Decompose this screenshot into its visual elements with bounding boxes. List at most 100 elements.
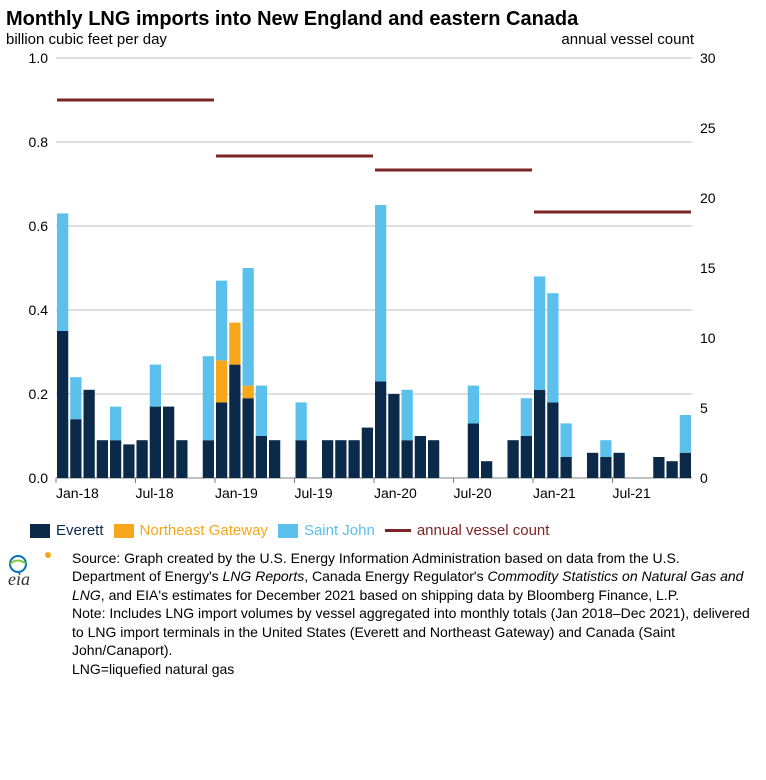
bar-everett xyxy=(256,436,267,478)
svg-text:0.8: 0.8 xyxy=(29,134,49,150)
eia-logo-text: eia xyxy=(8,569,30,589)
bar-everett xyxy=(653,457,664,478)
chart-area: 0.00.20.40.60.81.0051015202530Jan-18Jul-… xyxy=(0,48,766,516)
bar-saintjohn xyxy=(150,365,161,407)
bar-everett xyxy=(83,390,94,478)
bar-saintjohn xyxy=(256,386,267,436)
bar-everett xyxy=(322,440,333,478)
svg-text:Jul-19: Jul-19 xyxy=(295,485,333,501)
chart-title: Monthly LNG imports into New England and… xyxy=(0,0,766,31)
bar-everett xyxy=(335,440,346,478)
svg-text:0.4: 0.4 xyxy=(29,302,49,318)
svg-text:0.6: 0.6 xyxy=(29,218,49,234)
bar-everett xyxy=(203,440,214,478)
bar-saintjohn xyxy=(547,293,558,402)
bar-saintjohn xyxy=(560,423,571,457)
svg-text:Jan-18: Jan-18 xyxy=(56,485,99,501)
bar-everett xyxy=(401,440,412,478)
bar-saintjohn xyxy=(680,415,691,453)
bar-everett xyxy=(507,440,518,478)
source-ital1: LNG Reports xyxy=(223,568,305,584)
bar-everett xyxy=(110,440,121,478)
bar-saintjohn xyxy=(521,398,532,436)
bar-saintjohn xyxy=(203,356,214,440)
svg-text:30: 30 xyxy=(700,50,716,66)
bar-everett xyxy=(666,461,677,478)
bar-everett xyxy=(150,407,161,478)
axis-labels: billion cubic feet per day annual vessel… xyxy=(0,31,766,48)
svg-text:Jul-21: Jul-21 xyxy=(613,485,651,501)
source-mid2: , and EIA's estimates for December 2021 … xyxy=(101,587,679,603)
legend-item: Saint John xyxy=(278,522,375,539)
eia-logo: eia xyxy=(6,549,62,589)
legend-item: annual vessel count xyxy=(385,522,550,539)
bar-saintjohn xyxy=(242,268,253,386)
legend-item: Northeast Gateway xyxy=(114,522,268,539)
bar-saintjohn xyxy=(468,386,479,424)
bar-saintjohn xyxy=(70,377,81,419)
bar-everett xyxy=(428,440,439,478)
svg-text:Jan-19: Jan-19 xyxy=(215,485,258,501)
left-axis-label: billion cubic feet per day xyxy=(6,31,167,48)
bar-northeast xyxy=(229,323,240,365)
bar-everett xyxy=(136,440,147,478)
source-block: eia Source: Graph created by the U.S. En… xyxy=(0,545,766,678)
source-text: Source: Graph created by the U.S. Energy… xyxy=(72,549,752,678)
bar-everett xyxy=(176,440,187,478)
bar-saintjohn xyxy=(110,407,121,441)
bar-everett xyxy=(70,419,81,478)
legend: Everett Northeast Gateway Saint John annual… xyxy=(0,516,766,545)
legend-swatch xyxy=(385,529,411,532)
bar-everett xyxy=(362,428,373,478)
bar-everett xyxy=(547,402,558,478)
bar-saintjohn xyxy=(401,390,412,440)
bar-everett xyxy=(123,444,134,478)
legend-label: Everett xyxy=(56,522,104,539)
svg-text:5: 5 xyxy=(700,400,708,416)
legend-label: Northeast Gateway xyxy=(140,522,268,539)
legend-swatch xyxy=(30,524,50,538)
bar-everett xyxy=(587,453,598,478)
bar-saintjohn xyxy=(534,276,545,389)
bar-everett xyxy=(521,436,532,478)
legend-swatch xyxy=(114,524,134,538)
bar-everett xyxy=(229,365,240,478)
bar-everett xyxy=(216,402,227,478)
bar-everett xyxy=(388,394,399,478)
bar-everett xyxy=(415,436,426,478)
bar-saintjohn xyxy=(216,281,227,361)
bar-everett xyxy=(97,440,108,478)
source-note: Note: Includes LNG import volumes by ves… xyxy=(72,605,750,658)
svg-text:Jan-21: Jan-21 xyxy=(533,485,576,501)
bar-everett xyxy=(57,331,68,478)
svg-text:1.0: 1.0 xyxy=(29,50,49,66)
svg-text:10: 10 xyxy=(700,330,716,346)
bar-everett xyxy=(534,390,545,478)
svg-text:Jul-18: Jul-18 xyxy=(136,485,174,501)
bar-everett xyxy=(242,398,253,478)
bar-saintjohn xyxy=(295,402,306,440)
legend-label: annual vessel count xyxy=(417,522,550,539)
right-axis-label: annual vessel count xyxy=(561,31,694,48)
bar-everett xyxy=(348,440,359,478)
bar-everett xyxy=(468,423,479,478)
svg-text:25: 25 xyxy=(700,120,716,136)
bar-everett xyxy=(560,457,571,478)
svg-text:0.2: 0.2 xyxy=(29,386,49,402)
source-mid1: , Canada Energy Regulator's xyxy=(304,568,487,584)
svg-text:0.0: 0.0 xyxy=(29,470,49,486)
legend-label: Saint John xyxy=(304,522,375,539)
bar-everett xyxy=(295,440,306,478)
chart-svg: 0.00.20.40.60.81.0051015202530Jan-18Jul-… xyxy=(0,48,766,516)
bar-everett xyxy=(600,457,611,478)
source-abbrev: LNG=liquefied natural gas xyxy=(72,661,234,677)
legend-item: Everett xyxy=(30,522,104,539)
bar-everett xyxy=(375,381,386,478)
bar-everett xyxy=(269,440,280,478)
bar-saintjohn xyxy=(57,213,68,331)
bar-saintjohn xyxy=(600,440,611,457)
bar-northeast xyxy=(216,360,227,402)
svg-text:0: 0 xyxy=(700,470,708,486)
legend-swatch xyxy=(278,524,298,538)
svg-text:20: 20 xyxy=(700,190,716,206)
